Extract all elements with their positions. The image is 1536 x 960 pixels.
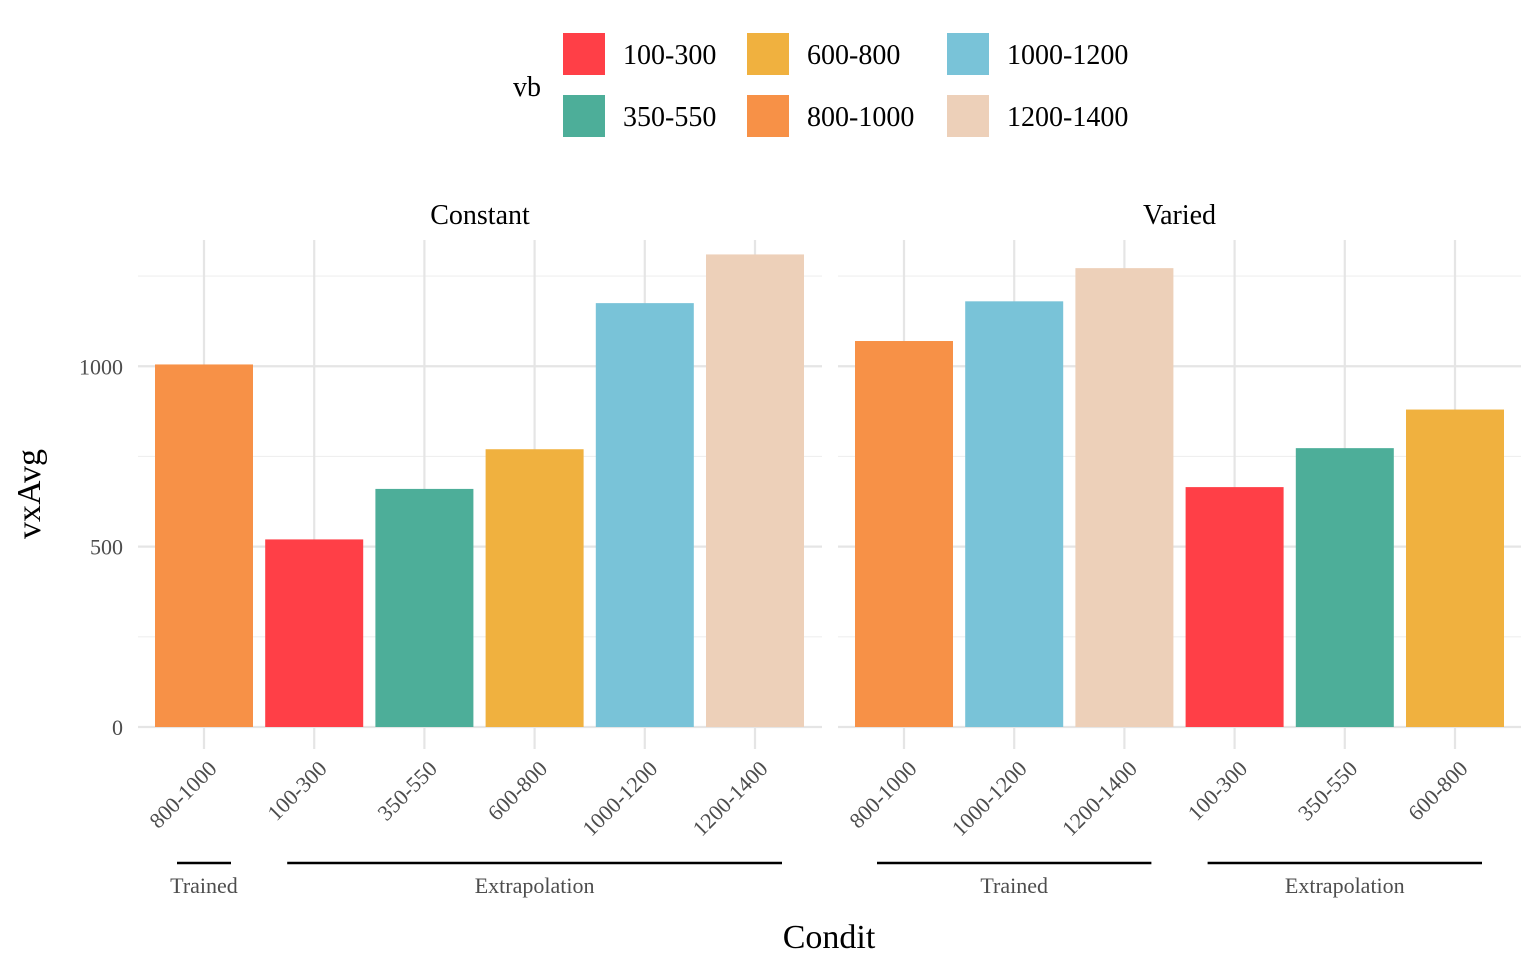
legend-title: vb xyxy=(513,72,541,103)
bar-constant-1200-1400 xyxy=(706,254,804,727)
legend-key-600-800 xyxy=(747,33,789,75)
y-tick-label: 0 xyxy=(112,715,123,740)
x-tick-label: 350-550 xyxy=(372,756,442,826)
group-label: Trained xyxy=(980,873,1048,898)
x-tick-label: 1000-1200 xyxy=(577,756,662,841)
y-axis-title: vxAvg xyxy=(11,449,48,539)
legend-label-100-300: 100-300 xyxy=(623,40,716,71)
panel-constant: Constant 800-1000 100-300 350-550 600-800 100… xyxy=(138,200,822,898)
bar-constant-1000-1200 xyxy=(595,303,694,727)
group-label: Trained xyxy=(170,873,238,898)
x-tick-label: 600-800 xyxy=(1403,756,1473,826)
bar-constant-100-300 xyxy=(265,539,364,727)
legend-label-350-550: 350-550 xyxy=(623,102,716,133)
x-tick-label: 800-1000 xyxy=(844,756,921,833)
x-tick-label: 800-1000 xyxy=(144,756,221,833)
x-tick-label: 100-300 xyxy=(1183,756,1253,826)
bar-varied-350-550 xyxy=(1295,448,1394,727)
bar-varied-1000-1200 xyxy=(965,301,1064,727)
legend-label-800-1000: 800-1000 xyxy=(807,102,914,133)
legend-key-800-1000 xyxy=(747,95,789,137)
legend-key-1200-1400 xyxy=(947,95,989,137)
bar-constant-800-1000 xyxy=(155,364,253,727)
bar-varied-1200-1400 xyxy=(1075,268,1174,727)
y-tick-label: 500 xyxy=(90,535,123,560)
x-tick-label: 100-300 xyxy=(262,756,332,826)
legend-label-1200-1400: 1200-1400 xyxy=(1007,102,1128,133)
panel-varied: Varied 800-1000 1000-1200 1200-1400 100-300 3… xyxy=(838,200,1521,898)
legend-key-100-300 xyxy=(563,33,605,75)
bar-varied-600-800 xyxy=(1406,409,1504,727)
bar-constant-600-800 xyxy=(485,449,584,727)
bar-varied-800-1000 xyxy=(855,341,953,727)
legend: vb 100-300 350-550 600-800 800-1000 1000-120… xyxy=(513,33,1128,137)
legend-key-350-550 xyxy=(563,95,605,137)
facet-label: Constant xyxy=(430,200,530,231)
group-label: Extrapolation xyxy=(1285,873,1405,898)
x-tick-label: 1200-1400 xyxy=(687,756,772,841)
x-tick-label: 600-800 xyxy=(483,756,553,826)
x-tick-label: 1200-1400 xyxy=(1057,756,1142,841)
legend-label-600-800: 600-800 xyxy=(807,40,900,71)
bar-varied-100-300 xyxy=(1185,487,1284,727)
bar-constant-350-550 xyxy=(375,488,474,727)
x-tick-label: 1000-1200 xyxy=(947,756,1032,841)
chart-panels: Constant 800-1000 100-300 350-550 600-800 100… xyxy=(79,200,1521,898)
facet-label: Varied xyxy=(1143,200,1216,231)
legend-label-1000-1200: 1000-1200 xyxy=(1007,40,1128,71)
legend-key-1000-1200 xyxy=(947,33,989,75)
x-axis-title: Condit xyxy=(783,919,876,956)
group-label: Extrapolation xyxy=(475,873,595,898)
y-tick-label: 1000 xyxy=(79,354,123,379)
x-tick-label: 350-550 xyxy=(1293,756,1363,826)
